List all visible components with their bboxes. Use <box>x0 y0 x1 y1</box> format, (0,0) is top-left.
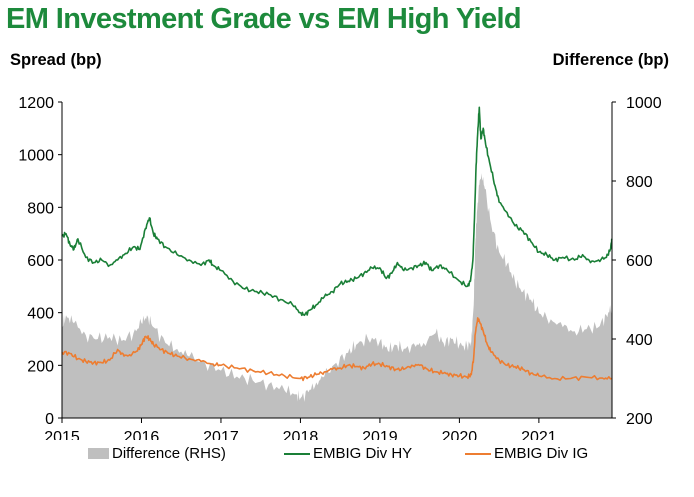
legend-item-difference: Difference (RHS) <box>88 445 226 462</box>
x-tick-label: 2021 <box>521 429 557 440</box>
legend-item-ig: EMBIG Div IG <box>465 445 588 462</box>
left-tick-label: 200 <box>27 358 54 375</box>
chart-plot: 0 200 400 600 800 1000 1200 200 400 600 800 1000 201… <box>18 95 661 440</box>
x-tick-label: 2016 <box>124 429 160 440</box>
ticks-layer: 0 200 400 600 800 1000 1200 200 400 600 800 1000 201… <box>18 95 661 440</box>
left-tick-label: 1000 <box>18 148 54 165</box>
line-layer <box>61 106 613 382</box>
x-tick-label: 2020 <box>442 429 478 440</box>
x-tick-label: 2015 <box>44 429 80 440</box>
legend-label-ig: EMBIG Div IG <box>494 445 589 462</box>
left-tick-label: 0 <box>45 411 54 428</box>
series-difference-area <box>62 173 612 418</box>
left-tick-label: 800 <box>27 200 54 217</box>
series-embig-div-hy-line <box>61 106 613 317</box>
left-tick-label: 600 <box>27 253 54 270</box>
legend: Difference (RHS) EMBIG Div HY EMBIG Div … <box>0 445 694 469</box>
right-tick-label: 400 <box>626 332 653 349</box>
legend-swatch-hy <box>284 452 310 455</box>
series-embig-div-ig-line <box>61 317 613 382</box>
x-tick-label: 2019 <box>362 429 398 440</box>
legend-swatch-ig <box>465 452 491 455</box>
right-axis-title: Difference (bp) <box>552 51 669 69</box>
legend-item-hy: EMBIG Div HY <box>284 445 412 462</box>
legend-label-hy: EMBIG Div HY <box>313 445 413 462</box>
legend-label-difference: Difference (RHS) <box>112 445 226 462</box>
area-layer <box>62 173 612 418</box>
right-tick-label: 1000 <box>626 95 662 112</box>
left-tick-label: 1200 <box>18 95 54 112</box>
right-tick-label: 800 <box>626 174 653 191</box>
x-tick-label: 2018 <box>283 429 319 440</box>
chart-title: EM Investment Grade vs EM High Yield <box>6 3 522 35</box>
left-tick-label: 400 <box>27 306 54 323</box>
right-tick-label: 200 <box>626 411 653 428</box>
right-tick-label: 600 <box>626 253 653 270</box>
legend-swatch-difference <box>88 448 109 459</box>
x-tick-label: 2017 <box>203 429 239 440</box>
left-axis-title: Spread (bp) <box>10 51 102 69</box>
